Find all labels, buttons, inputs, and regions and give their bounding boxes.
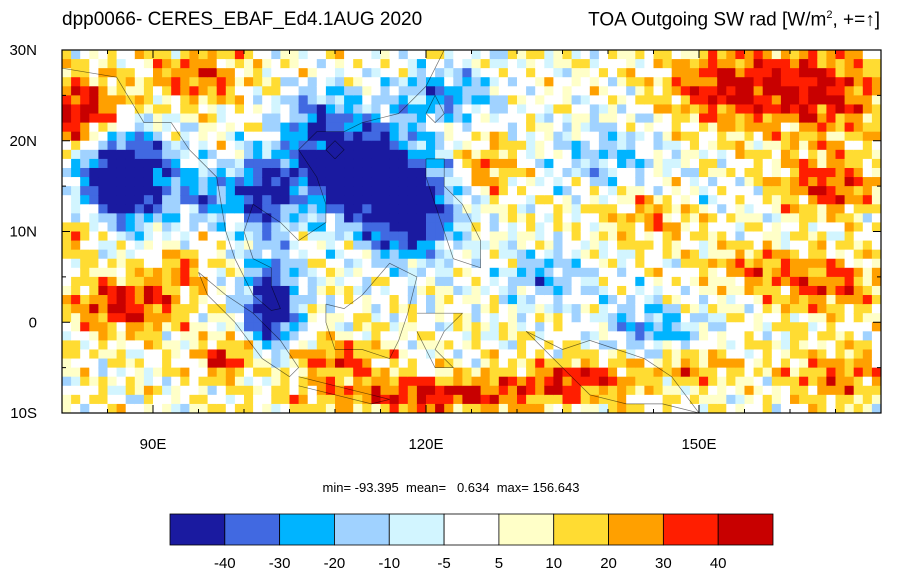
lat-tick-label: 10N xyxy=(9,224,37,241)
coastline-7 xyxy=(525,330,700,413)
coastline-2 xyxy=(298,376,390,405)
lon-tick-label: 90E xyxy=(140,436,167,453)
coastline-1 xyxy=(198,272,300,378)
coastline-5 xyxy=(425,158,481,269)
map-axes: 90E 120E 150E 30N 20N 10N 0 10S xyxy=(9,42,881,453)
variable-title-main: TOA Outgoing SW rad [W/m xyxy=(588,9,827,31)
stats-line: min= -93.395 mean= 0.634 max= 156.643 xyxy=(322,480,580,495)
lat-tick-label: 10S xyxy=(10,405,37,422)
variable-title-end: ] xyxy=(874,9,880,31)
coastline-4 xyxy=(416,312,464,368)
coastline-3 xyxy=(325,262,418,360)
coastlines xyxy=(62,50,700,413)
lat-tick-label: 20N xyxy=(9,133,37,150)
coastline-0 xyxy=(62,50,445,311)
lon-tick-label: 120E xyxy=(408,436,443,453)
variable-title-tail: , += xyxy=(832,9,866,31)
coastline-8 xyxy=(325,140,345,160)
variable-title: TOA Outgoing SW rad [W/m2, +=↑] xyxy=(588,9,880,31)
map-title: dpp0066- CERES_EBAF_Ed4.1AUG 2020 xyxy=(62,9,423,30)
lat-tick-label: 30N xyxy=(9,42,37,59)
variable-title-sup: 2 xyxy=(826,9,833,21)
lon-tick-label: 150E xyxy=(681,436,716,453)
lat-tick-label: 0 xyxy=(29,314,37,331)
up-arrow-icon: ↑ xyxy=(865,9,875,31)
anomaly-field xyxy=(62,50,881,413)
coastline-6 xyxy=(425,94,445,124)
